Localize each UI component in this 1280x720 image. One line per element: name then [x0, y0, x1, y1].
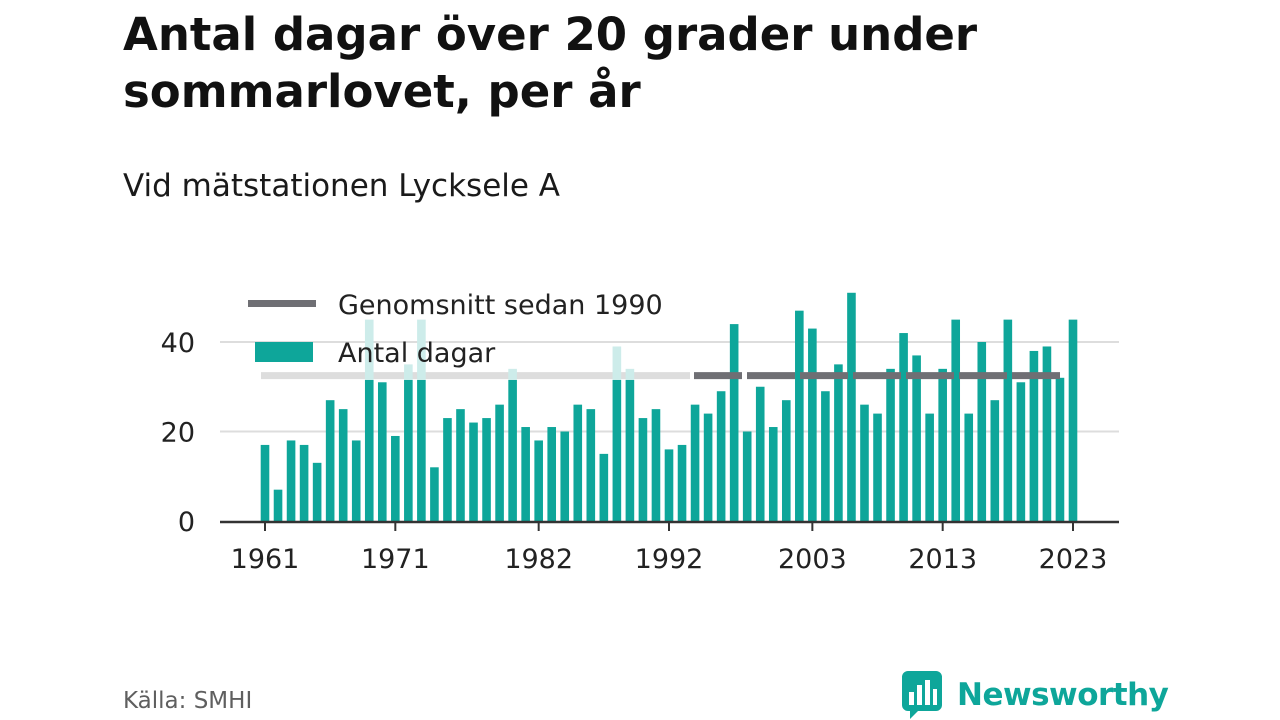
bar-1985 — [573, 404, 583, 521]
bar-1989-faded — [625, 368, 635, 380]
bar-2021 — [1042, 346, 1052, 521]
bar-2000 — [768, 427, 778, 521]
bar-1977 — [469, 422, 478, 521]
bar-1973 — [417, 380, 426, 521]
bar-2018 — [1003, 319, 1013, 521]
bar-1984 — [560, 431, 570, 521]
bar-2006 — [847, 292, 856, 521]
bar-1973-faded — [417, 319, 426, 380]
newsworthy-logo-icon — [902, 671, 942, 719]
legend-average-label: Genomsnitt sedan 1990 — [338, 290, 663, 321]
legend-bar-swatch — [255, 342, 313, 362]
bar-1987 — [599, 453, 609, 521]
bar-1983 — [547, 427, 557, 521]
x-tick-label-2013: 2013 — [908, 544, 977, 575]
bar-2002 — [795, 310, 804, 521]
y-tick-label-40: 40 — [161, 328, 195, 359]
bar-1993 — [677, 444, 687, 521]
y-axis-labels: 0 20 40 — [161, 328, 195, 538]
bar-1967 — [338, 409, 348, 521]
bar-1963 — [286, 440, 296, 521]
bar-2001 — [781, 400, 791, 521]
bar-1964 — [299, 444, 309, 521]
bar-1966 — [325, 400, 335, 521]
bar-1974 — [430, 467, 439, 521]
page-title: Antal dagar över 20 grader under sommarl… — [123, 8, 978, 118]
bar-2023 — [1068, 319, 1078, 521]
bar-1972-faded — [404, 364, 413, 380]
bar-1969-faded — [364, 319, 374, 380]
bar-2011 — [912, 355, 921, 521]
brand-name: Newsworthy — [957, 677, 1169, 713]
bar-1992 — [664, 449, 674, 521]
bar-2020 — [1029, 350, 1039, 521]
x-axis-labels: 1961 1971 1982 1992 2003 2013 2023 — [231, 544, 1108, 575]
legend: Genomsnitt sedan 1990 Antal dagar — [248, 290, 663, 369]
y-tick-label-20: 20 — [161, 418, 195, 449]
bar-2003 — [808, 328, 817, 521]
bar-1971 — [391, 435, 400, 521]
axis-ticks — [264, 522, 1074, 531]
bar-1965 — [312, 462, 322, 521]
x-tick-label-1961: 1961 — [231, 544, 300, 575]
bar-1961 — [260, 444, 270, 521]
bar-1990 — [638, 418, 648, 521]
x-tick-label-1992: 1992 — [635, 544, 704, 575]
bar-1988-faded — [612, 346, 622, 380]
bar-1970 — [377, 382, 387, 521]
x-tick-label-2003: 2003 — [778, 544, 847, 575]
bar-1991 — [651, 409, 661, 521]
y-tick-label-0: 0 — [178, 507, 195, 538]
bar-2005 — [834, 364, 843, 521]
bar-1976 — [456, 409, 465, 521]
bar-2012 — [925, 413, 934, 521]
source-credit: Källa: SMHI — [123, 688, 253, 714]
bar-2019 — [1016, 382, 1026, 521]
bar-2004 — [821, 391, 830, 521]
brand-logo: Newsworthy — [902, 670, 1169, 720]
bar-1979 — [495, 404, 504, 521]
x-tick-label-1971: 1971 — [361, 544, 430, 575]
bar-1989 — [625, 380, 635, 521]
bar-1997 — [729, 324, 739, 521]
bar-1988 — [612, 380, 622, 521]
bar-2015 — [964, 413, 974, 521]
bars — [260, 292, 1078, 521]
bar-1962 — [273, 489, 283, 521]
bar-1999 — [755, 386, 765, 521]
bar-1995 — [703, 413, 713, 521]
legend-bar-label: Antal dagar — [338, 338, 496, 369]
bar-2017 — [990, 400, 1000, 521]
bar-1980-faded — [508, 368, 517, 380]
bar-1968 — [351, 440, 361, 521]
bar-2007 — [860, 404, 869, 521]
x-tick-label-2023: 2023 — [1039, 544, 1108, 575]
bar-2009 — [886, 368, 895, 521]
bar-2008 — [873, 413, 882, 521]
bar-1969 — [364, 380, 374, 521]
bar-1982 — [534, 440, 543, 521]
bar-2016 — [977, 342, 987, 521]
legend-average-swatch — [248, 300, 316, 307]
bar-2013 — [938, 368, 947, 521]
bar-1994 — [690, 404, 700, 521]
bar-1986 — [586, 409, 596, 521]
bar-1980 — [508, 380, 517, 521]
bar-1972 — [404, 380, 413, 521]
bar-1975 — [443, 418, 452, 521]
x-tick-label-1982: 1982 — [504, 544, 573, 575]
bar-1978 — [482, 418, 491, 521]
page-subtitle: Vid mätstationen Lycksele A — [123, 168, 561, 204]
bar-2014 — [951, 319, 961, 521]
bar-2022 — [1055, 377, 1065, 521]
bar-1996 — [716, 391, 726, 521]
bar-1981 — [521, 427, 530, 521]
bar-2010 — [899, 333, 908, 521]
bar-1998 — [742, 431, 752, 521]
